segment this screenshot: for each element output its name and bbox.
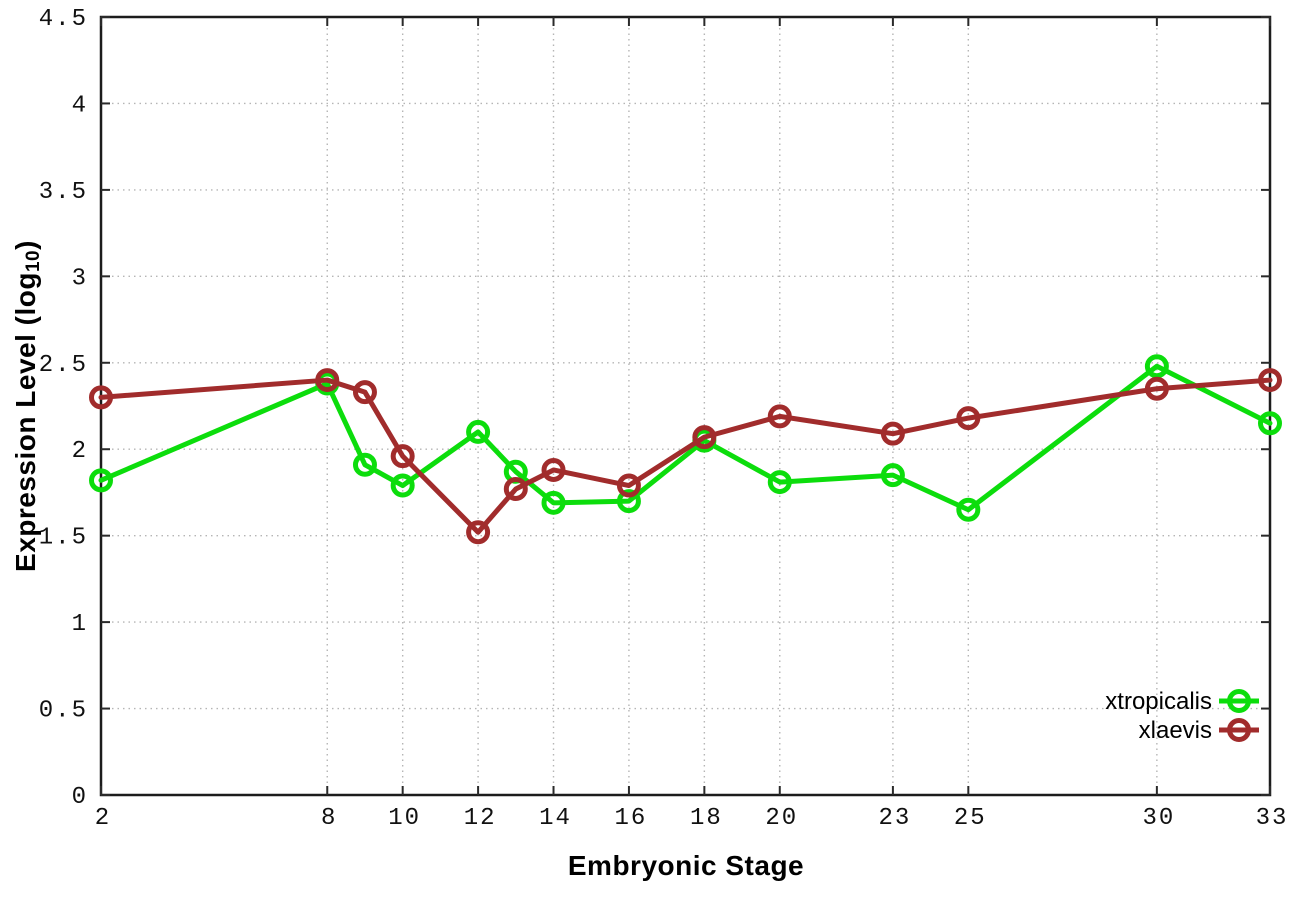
data-point-xtropicalis xyxy=(767,470,792,495)
data-point-xlaevis xyxy=(956,406,981,431)
data-point-xlaevis xyxy=(692,425,717,450)
y-tick-label: 0.5 xyxy=(39,698,88,725)
y-tick-label: 1.5 xyxy=(39,525,88,552)
y-tick-label: 3.5 xyxy=(39,179,88,206)
y-tick-label: 2.5 xyxy=(39,352,88,379)
x-tick-label: 30 xyxy=(1142,805,1175,832)
data-point-xlaevis xyxy=(616,473,641,498)
tick-labels-layer: 0 0.5 1 1.5 2 2.5 3 3.5 4 4.5 2 8 10 12 14 16 18 20 23 25 30… xyxy=(39,6,1289,832)
x-tick-label: 2 xyxy=(95,805,111,832)
data-point-xlaevis xyxy=(767,404,792,429)
y-tick-label: 0 xyxy=(72,784,88,811)
legend-label-xtropicalis: xtropicalis xyxy=(1105,688,1212,715)
data-point-xtropicalis xyxy=(1258,411,1282,436)
x-tick-label: 25 xyxy=(954,805,987,832)
data-point-xtropicalis xyxy=(89,468,113,493)
y-axis-title-suffix: ) xyxy=(10,240,41,250)
y-tick-label: 4.5 xyxy=(39,6,88,33)
y-axis-title-subscript: 10 xyxy=(23,249,45,273)
data-point-xtropicalis xyxy=(880,463,905,488)
x-tick-label: 10 xyxy=(388,805,421,832)
x-axis-title: Embryonic Stage xyxy=(567,850,805,881)
data-point-xlaevis xyxy=(503,476,528,501)
y-axis-title-text: Expression Level (log xyxy=(10,272,41,572)
data-point-xlaevis xyxy=(390,444,415,469)
y-tick-label: 4 xyxy=(72,92,88,119)
series-line-xtropicalis xyxy=(98,363,1273,513)
legend-sample-marker-xtropicalis xyxy=(1227,689,1251,713)
data-point-xlaevis xyxy=(1144,376,1169,401)
legend-label-xlaevis: xlaevis xyxy=(1139,717,1212,744)
data-point-xlaevis xyxy=(89,385,113,410)
x-tick-label: 33 xyxy=(1256,805,1289,832)
x-tick-label: 20 xyxy=(765,805,798,832)
series-line-xlaevis xyxy=(98,377,1273,535)
x-tick-label: 14 xyxy=(539,805,572,832)
y-axis-title: Expression Level (log10) xyxy=(10,240,45,572)
data-point-xtropicalis xyxy=(956,497,981,522)
x-tick-label: 8 xyxy=(321,805,337,832)
data-point-xtropicalis xyxy=(466,419,491,444)
data-point-xtropicalis xyxy=(616,489,641,514)
x-tick-label: 23 xyxy=(878,805,911,832)
legend-sample-marker-xlaevis xyxy=(1227,718,1251,742)
data-point-xlaevis xyxy=(466,520,491,545)
data-point-xtropicalis xyxy=(541,490,566,515)
data-point-xlaevis xyxy=(352,380,377,405)
y-tick-label: 3 xyxy=(72,265,88,292)
data-point-xlaevis xyxy=(880,421,905,446)
x-tick-label: 12 xyxy=(464,805,497,832)
x-tick-label: 16 xyxy=(615,805,648,832)
data-point-xlaevis xyxy=(315,368,340,393)
y-tick-label: 2 xyxy=(72,438,88,465)
axis-ticks-layer xyxy=(100,16,1271,796)
data-point-xtropicalis xyxy=(352,452,377,477)
data-point-xlaevis xyxy=(541,457,566,482)
data-point-xtropicalis xyxy=(1144,354,1169,379)
y-tick-label: 1 xyxy=(72,611,88,638)
data-point-xlaevis xyxy=(1258,368,1282,393)
data-point-xtropicalis xyxy=(390,473,415,498)
series-layer xyxy=(89,354,1282,545)
x-tick-label: 18 xyxy=(690,805,723,832)
